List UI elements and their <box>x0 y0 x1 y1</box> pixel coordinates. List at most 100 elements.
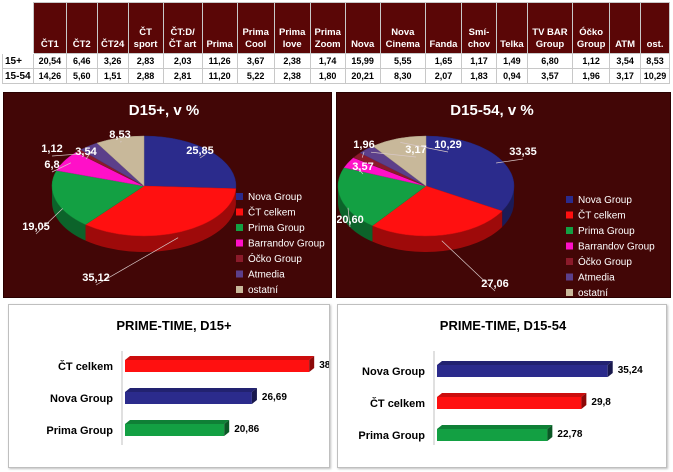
table-header-ct-sport: ČT sport <box>127 2 164 54</box>
table-cell: 2,81 <box>162 68 203 84</box>
table-cell: 20,21 <box>344 68 381 84</box>
table-cell: 2,07 <box>424 68 462 84</box>
table-header-ocko-group: Óčko Group <box>572 2 611 54</box>
pie-data-label: 1,12 <box>41 143 62 155</box>
table-cell: 2,38 <box>273 68 311 84</box>
table-header-smi-chov: Smí- chov <box>460 2 497 54</box>
legend-item-barrandov-group: Barrandov Group <box>248 239 325 250</box>
legend-swatch-nova-group <box>566 196 573 203</box>
table-header-prima-love: Prima love <box>273 2 311 54</box>
legend-swatch-ct-celkem <box>566 211 573 219</box>
pie-panel-d15-54: D15-54, v % 33,35 27,06 20,60 3,57 1,96 3,17 10… <box>336 92 671 298</box>
table-row: 15-54 14,26 5,60 1,51 2,88 2,81 11,20 5,22 2,38 1… <box>2 68 670 84</box>
legend-swatch-nova-group <box>236 193 243 200</box>
legend-swatch-prima-group <box>236 224 243 231</box>
pie-panel-d15: D15+, v % 25,85 35,12 19,05 6,8 1,12 3,54 8,53 N… <box>3 92 332 298</box>
pie-chart-d15-54: D15-54, v % 33,35 27,06 20,60 3,57 1,96 3,17 10… <box>337 102 655 297</box>
pie-slice-ostatni <box>372 135 427 187</box>
table-header-ost: ost. <box>640 2 670 54</box>
table-cell: 2,03 <box>162 53 203 69</box>
table-cell: 3,17 <box>609 68 642 84</box>
pie-leader-line <box>199 154 206 159</box>
pie-slice-side-ct-celkem <box>372 211 503 252</box>
bar-top-prima-group <box>125 420 230 424</box>
pie-slice-side-nova-group <box>502 186 514 228</box>
table-cell: 1,12 <box>572 53 611 69</box>
table-header-prima-cool: Prima Cool <box>236 2 275 54</box>
legend-item-atmedia: Atmedia <box>578 273 615 284</box>
bar-ct-celkem <box>125 360 310 372</box>
pie-data-label: 25,85 <box>186 145 214 157</box>
table-cell: 11,26 <box>201 53 238 69</box>
legend-item-prima-group: Prima Group <box>248 223 305 234</box>
table-header-nova: Nova <box>344 2 381 54</box>
table-row: 15+ 20,54 6,46 3,26 2,83 2,03 11,26 3,67 2,38 1,7… <box>2 53 670 69</box>
bar-side-nova-group <box>607 361 613 377</box>
table-header-ct2: ČT2 <box>65 2 98 54</box>
table-header-fanda: Fanda <box>424 2 462 54</box>
legend-item-barrandov-group: Barrandov Group <box>578 242 655 253</box>
bar-top-prima-group <box>437 425 553 429</box>
bar-nova-group <box>125 392 252 404</box>
table-cell: 2,38 <box>273 53 311 69</box>
bar-value-label: 26,69 <box>262 392 287 403</box>
bar-top-ct-celkem <box>437 393 587 397</box>
table-cell: 1,65 <box>424 53 462 69</box>
legend-swatch-ocko-group <box>566 258 573 265</box>
table-cell: 3,67 <box>236 53 275 69</box>
pie-title: D15-54, v % <box>450 102 533 119</box>
pie-title: D15+, v % <box>129 102 199 119</box>
table-cell: 3,26 <box>96 53 129 69</box>
table-cell: 6,80 <box>526 53 574 69</box>
pie-data-label: 3,57 <box>352 161 373 173</box>
table-cell: 6,46 <box>65 53 98 69</box>
legend-swatch-ostatni <box>566 289 573 296</box>
bar-side-prima-group <box>547 425 553 441</box>
bar-side-ct-celkem <box>309 356 315 372</box>
pie-data-label: 33,35 <box>509 146 537 158</box>
bar-nova-group <box>437 365 608 377</box>
legend-swatch-atmedia <box>566 273 573 281</box>
bar-value-label: 29,8 <box>591 397 611 408</box>
pie-leader-line <box>496 158 524 164</box>
legend-item-nova-group: Nova Group <box>578 195 632 206</box>
legend-swatch-ostatni <box>236 286 243 293</box>
pie-slice-ostatni <box>96 135 145 187</box>
table-header-row: ČT1 ČT2 ČT24 ČT sport ČT:D/ ČT art Prima Prima… <box>2 2 670 54</box>
pie-chart-d15: D15+, v % 25,85 35,12 19,05 6,8 1,12 3,54 8,53 N… <box>22 102 325 296</box>
table-header-prima: Prima <box>201 2 238 54</box>
legend-item-ocko-group: Óčko Group <box>578 255 632 268</box>
bar-value-label: 20,86 <box>234 424 259 435</box>
legend-swatch-ct-celkem <box>236 208 243 216</box>
pie-leader-line <box>85 149 94 160</box>
table-cell: 15,99 <box>344 53 381 69</box>
legend-item-ct-celkem: ČT celkem <box>578 209 626 222</box>
table-header-atm: ATM <box>609 2 642 54</box>
pie-leader-line <box>400 142 449 153</box>
table-cell: 2,88 <box>127 68 164 84</box>
legend-swatch-barrandov-group <box>236 239 243 247</box>
table-cell: 5,60 <box>65 68 98 84</box>
pie-slice-side-prima-group <box>338 186 373 242</box>
table-cell: 1,17 <box>460 53 497 69</box>
pie-data-label: 8,53 <box>109 129 130 141</box>
table-cell: 1,51 <box>96 68 129 84</box>
legend-swatch-atmedia <box>236 270 243 278</box>
pie-slice-ct-celkem <box>85 185 237 237</box>
table-body: 15+ 20,54 6,46 3,26 2,83 2,03 11,26 3,67 2,38 1,7… <box>2 53 670 84</box>
pie-leader-line <box>361 151 365 158</box>
table-cell: 11,20 <box>201 68 238 84</box>
pie-leader-line <box>370 151 417 158</box>
table-header-nova-cinema: Nova Cinema <box>379 2 426 54</box>
pie-data-label: 20,60 <box>337 214 364 226</box>
pie-leader-line <box>51 153 84 157</box>
table-cell: 3,54 <box>609 53 642 69</box>
pie-data-label: 19,05 <box>22 221 50 233</box>
table-cell: 5,55 <box>379 53 426 69</box>
bar-ct-celkem <box>437 397 582 409</box>
table-cell: 1,96 <box>572 68 611 84</box>
pie-data-label: 27,06 <box>481 278 509 290</box>
bar-top-ct-celkem <box>125 356 315 360</box>
pie-data-label: 3,17 <box>405 144 426 156</box>
bar-side-nova-group <box>251 388 257 404</box>
